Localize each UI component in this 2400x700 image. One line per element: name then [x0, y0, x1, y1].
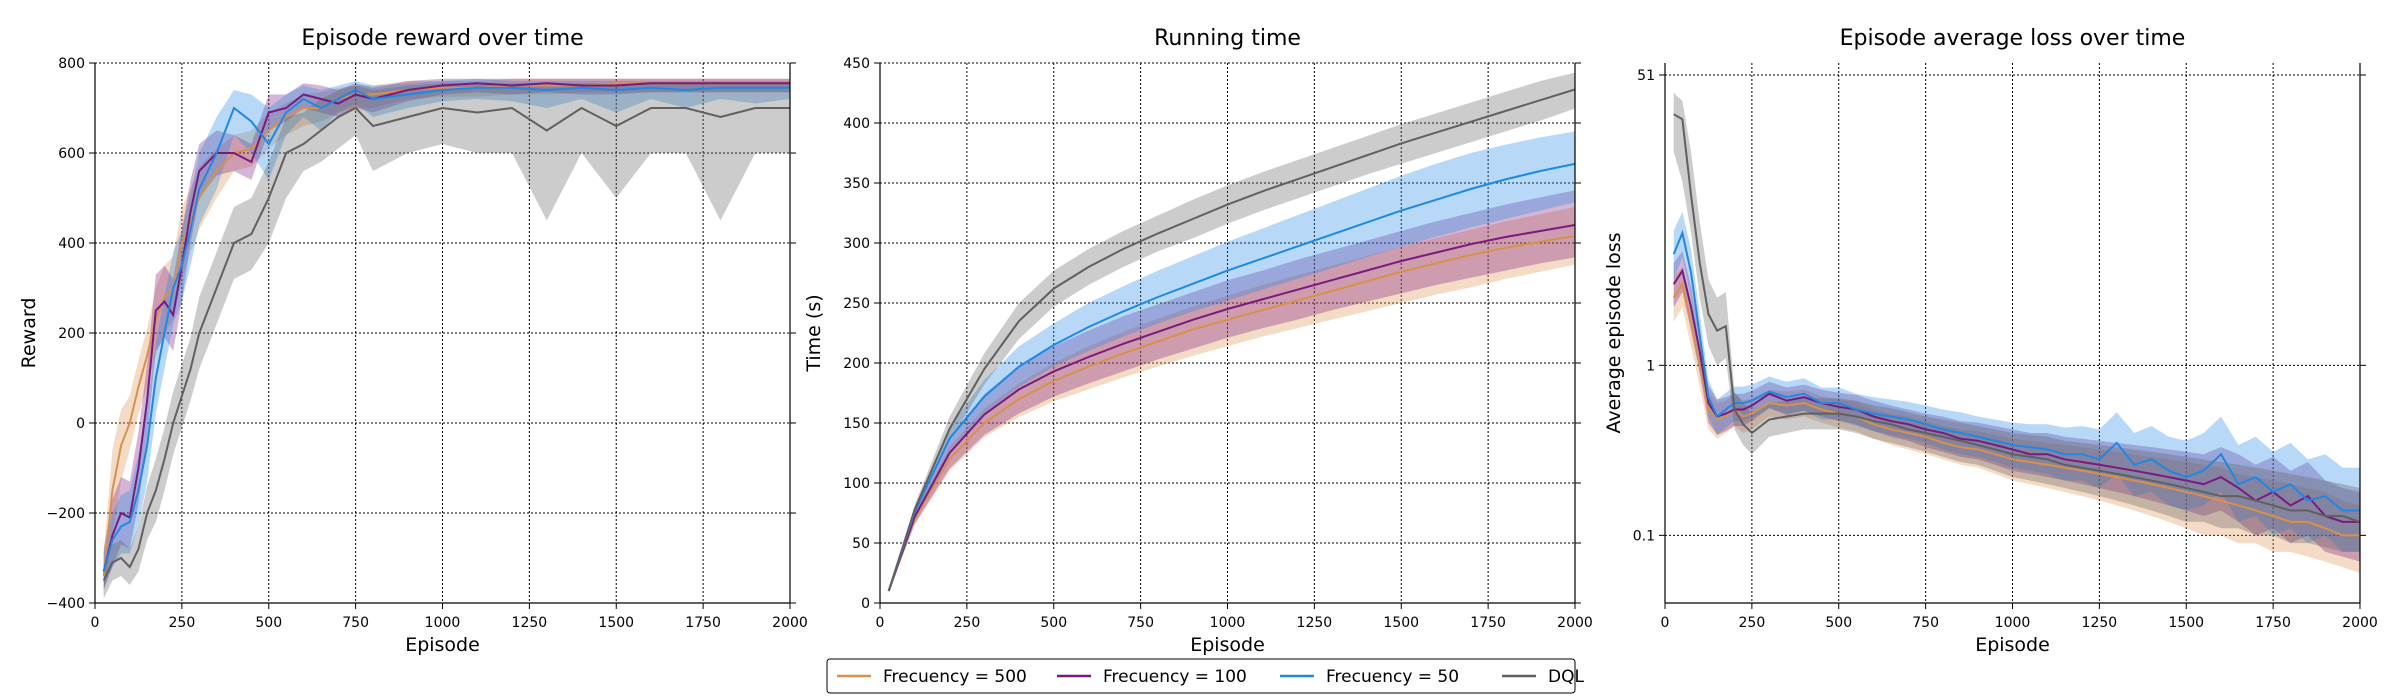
x-tick-label: 750 — [1127, 615, 1154, 631]
legend-entry: DQL — [1502, 667, 1584, 687]
y-tick-label: 200 — [843, 356, 870, 372]
line-dql — [102, 106, 790, 581]
chart-panel-2: 0 250 500 750 1000 1250 1500 1750 2000 0 50 100 150 2… — [803, 26, 1593, 656]
x-tick-label: 1000 — [425, 615, 461, 631]
series-group — [887, 72, 1575, 592]
x-tick-label: 500 — [1825, 615, 1852, 631]
legend-entry: Frecuency = 50 — [1280, 667, 1459, 687]
y-tick-label: 100 — [843, 476, 870, 492]
chart-panel-1: 0 250 500 750 1000 1250 1500 1750 2000 −400 −200 0 2… — [18, 26, 808, 656]
chart-title: Episode reward over time — [301, 26, 583, 51]
legend-label: DQL — [1548, 667, 1584, 687]
legend-entry: Frecuency = 500 — [837, 667, 1027, 687]
line-frecuency-50 — [887, 162, 1575, 592]
x-tick-label: 0 — [1661, 615, 1670, 631]
x-axis-label: Episode — [1190, 634, 1265, 656]
y-axis-label: Reward — [18, 298, 40, 369]
y-tick-label: 51 — [1637, 68, 1655, 84]
y-tick-label: −200 — [47, 506, 85, 522]
x-tick-label: 2000 — [772, 615, 808, 631]
legend-label: Frecuency = 100 — [1103, 667, 1247, 687]
line-dql — [887, 88, 1575, 592]
legend-frame — [826, 658, 1576, 694]
x-tick-label: 1500 — [1383, 615, 1419, 631]
y-tick-label: 400 — [843, 116, 870, 132]
x-tick-label: 1750 — [685, 615, 721, 631]
line-frecuency-100 — [887, 224, 1575, 592]
line-dql — [1673, 113, 2360, 523]
line-frecuency-50 — [102, 86, 790, 572]
x-tick-label: 2000 — [2342, 615, 2378, 631]
line-frecuency-100 — [102, 82, 790, 572]
y-tick-label: 800 — [58, 56, 85, 72]
x-tick-label: 2000 — [1557, 615, 1593, 631]
chart-panel-3: 0 250 500 750 1000 1250 1500 1750 2000 0.1 1 51 Epis… — [1603, 26, 2378, 656]
series-group — [102, 78, 790, 599]
y-tick-label: 0.1 — [1633, 528, 1655, 544]
chart-title: Running time — [1154, 26, 1301, 51]
x-tick-label: 750 — [1912, 615, 1939, 631]
line-frecuency-500 — [1672, 281, 2360, 537]
band-frecuency-100 — [1673, 251, 2360, 562]
y-tick-label: 250 — [843, 296, 870, 312]
line-frecuency-500 — [102, 82, 790, 577]
band-dql — [888, 72, 1575, 592]
x-tick-label: 500 — [1040, 615, 1067, 631]
x-tick-label: 1250 — [1297, 615, 1333, 631]
y-tick-label: 450 — [843, 56, 870, 72]
line-frecuency-50 — [1672, 229, 2360, 512]
legend: Frecuency = 500 Frecuency = 100 Frecuency … — [826, 658, 1584, 694]
x-tick-label: 1000 — [1210, 615, 1246, 631]
y-tick-label: 600 — [58, 146, 85, 162]
x-tick-label: 1500 — [598, 615, 634, 631]
band-frecuency-500 — [1673, 266, 2360, 574]
line-frecuency-100 — [1672, 268, 2360, 523]
band-frecuency-500 — [888, 207, 1575, 591]
y-tick-label: 1 — [1646, 358, 1655, 374]
y-tick-label: 200 — [58, 326, 85, 342]
x-tick-label: 250 — [169, 615, 196, 631]
y-tick-label: 400 — [58, 236, 85, 252]
x-tick-label: 500 — [255, 615, 282, 631]
x-tick-label: 250 — [954, 615, 981, 631]
y-tick-label: 150 — [843, 416, 870, 432]
x-tick-label: 750 — [342, 615, 369, 631]
line-frecuency-500 — [887, 234, 1575, 592]
x-tick-label: 1250 — [2082, 615, 2118, 631]
x-tick-label: 1000 — [1995, 615, 2031, 631]
x-tick-label: 1250 — [512, 615, 548, 631]
x-tick-label: 0 — [876, 615, 885, 631]
x-tick-label: 1750 — [1470, 615, 1506, 631]
band-frecuency-50 — [1673, 211, 2360, 552]
x-tick-label: 0 — [91, 615, 100, 631]
y-tick-label: −400 — [47, 596, 85, 612]
y-tick-label: 0 — [861, 596, 870, 612]
y-tick-label: 300 — [843, 236, 870, 252]
y-tick-label: 0 — [76, 416, 85, 432]
x-tick-label: 1500 — [2168, 615, 2204, 631]
chart-title: Episode average loss over time — [1840, 26, 2186, 51]
y-axis-label: Time (s) — [803, 294, 825, 372]
x-tick-label: 1750 — [2255, 615, 2291, 631]
y-tick-label: 350 — [843, 176, 870, 192]
band-frecuency-100 — [888, 190, 1575, 591]
legend-label: Frecuency = 50 — [1326, 667, 1459, 687]
x-axis-label: Episode — [405, 634, 480, 656]
band-dql — [103, 83, 790, 599]
band-dql — [1673, 92, 2360, 552]
legend-label: Frecuency = 500 — [883, 667, 1027, 687]
y-axis-label: Average episode loss — [1603, 232, 1625, 433]
series-group — [1672, 92, 2360, 574]
y-tick-label: 50 — [852, 536, 870, 552]
legend-entry: Frecuency = 100 — [1057, 667, 1247, 687]
x-axis-label: Episode — [1975, 634, 2050, 656]
x-tick-label: 250 — [1739, 615, 1766, 631]
